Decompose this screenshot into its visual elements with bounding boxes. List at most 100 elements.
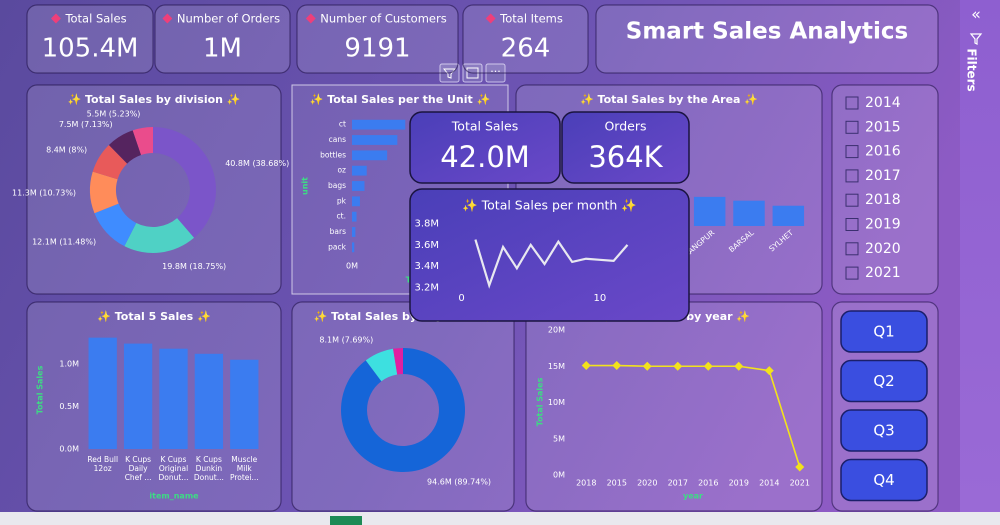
bar[interactable] <box>123 343 153 449</box>
year-checkbox[interactable] <box>845 169 859 183</box>
plot: 40.8M (38.68%) 19.8M (18.75%) 12.1M (11.48… <box>12 110 289 271</box>
y-tick-label: bars <box>330 227 346 236</box>
plot: Total Sales year 0M 5M 10M 15M 20M 2018 2015 2020… <box>536 326 810 501</box>
chart-title: ✨ Total 5 Sales ✨ <box>97 310 211 323</box>
bar[interactable] <box>733 200 765 226</box>
kpi-value: 9191 <box>344 34 410 64</box>
x-tick-label: K Cups Daily Chef ... <box>124 455 152 482</box>
year-checkbox[interactable] <box>845 193 859 207</box>
y-tick-label: ct. <box>337 212 346 221</box>
pie-slice[interactable] <box>94 203 137 247</box>
kpi-card <box>462 4 589 74</box>
year-option[interactable]: 2020 <box>865 241 901 257</box>
tooltip-card-label: Orders <box>604 119 646 134</box>
year-checkbox[interactable] <box>845 242 859 256</box>
bar[interactable] <box>352 165 367 176</box>
year-checkbox[interactable] <box>845 266 859 280</box>
bar[interactable] <box>159 348 188 449</box>
chart-panel <box>291 301 515 512</box>
year-option[interactable]: 2021 <box>865 265 901 281</box>
title-card <box>595 4 939 74</box>
bar[interactable] <box>194 353 224 449</box>
bar[interactable] <box>772 205 805 226</box>
bar[interactable] <box>693 196 726 226</box>
year-checkbox[interactable] <box>845 145 859 159</box>
pie-slice[interactable] <box>132 127 153 155</box>
chart-panel <box>26 84 282 295</box>
x-tick-label: 2017 <box>668 479 688 488</box>
filters-collapse[interactable]: « <box>971 5 981 24</box>
axis-title: unit <box>301 177 310 195</box>
year-checkbox[interactable] <box>845 96 859 110</box>
bar[interactable] <box>352 227 356 237</box>
quarter-label[interactable]: Q2 <box>873 372 894 390</box>
pie-slice[interactable] <box>365 348 398 382</box>
y-tick-label: pack <box>328 242 346 251</box>
bar[interactable] <box>88 337 117 449</box>
marker[interactable] <box>673 361 683 371</box>
data-label: 40.8M (38.68%) <box>225 159 289 168</box>
pie-slice[interactable] <box>393 348 403 375</box>
bar[interactable] <box>230 359 259 449</box>
quarter-button[interactable] <box>840 310 928 353</box>
pie-slice[interactable] <box>108 130 142 164</box>
year-option[interactable]: 2014 <box>865 95 901 111</box>
data-label: 12.1M (11.48%) <box>32 237 96 246</box>
kpi-value: 264 <box>501 34 551 64</box>
marker[interactable] <box>703 361 713 371</box>
quarter-label[interactable]: Q1 <box>873 323 894 341</box>
year-checkbox[interactable] <box>845 120 859 134</box>
data-label: 8.4M (8%) <box>46 146 87 155</box>
pie-slice[interactable] <box>153 127 216 238</box>
bar[interactable] <box>352 196 360 207</box>
kpi-icon <box>162 13 173 24</box>
year-option[interactable]: 2017 <box>865 168 901 184</box>
y-tick-label: 20M <box>548 326 565 335</box>
quarter-label[interactable]: Q4 <box>873 471 894 489</box>
quarter-button[interactable] <box>840 409 928 452</box>
pie-slice[interactable] <box>90 171 119 214</box>
y-tick-label: 0.5M <box>59 402 79 411</box>
marker[interactable] <box>612 361 622 371</box>
x-tick-label: 0M <box>346 262 358 271</box>
y-tick-label: 1.0M <box>59 360 79 369</box>
pie-slice[interactable] <box>340 348 465 472</box>
kpi-label: Number of Customers <box>320 12 446 26</box>
bar[interactable] <box>352 150 388 161</box>
y-tick-label: 3.8M <box>414 219 439 230</box>
marker[interactable] <box>734 361 744 371</box>
bar[interactable] <box>352 135 398 145</box>
year-option[interactable]: 2018 <box>865 192 901 208</box>
bar[interactable] <box>352 211 357 222</box>
marker[interactable] <box>795 462 805 472</box>
x-label-box: K Cups Dunkin Donut... <box>194 455 224 482</box>
bar[interactable] <box>352 242 355 253</box>
filters-label[interactable]: Filters <box>965 48 979 91</box>
filters-pane[interactable] <box>960 0 1000 512</box>
x-tick-label: 2018 <box>576 479 596 488</box>
quarter-button[interactable] <box>840 359 928 403</box>
marker[interactable] <box>764 366 774 376</box>
year-option[interactable]: 2015 <box>865 119 901 135</box>
line <box>586 364 801 468</box>
year-checkbox[interactable] <box>845 218 859 231</box>
page-tab[interactable] <box>330 516 362 525</box>
axis-title: Total Sales <box>536 377 545 426</box>
bar[interactable] <box>352 181 365 191</box>
quarter-label[interactable]: Q3 <box>873 422 894 440</box>
marker[interactable] <box>581 361 591 371</box>
pie-slice[interactable] <box>124 218 195 254</box>
x-tick-label: 2021 <box>790 479 810 488</box>
quarter-button[interactable] <box>840 458 928 502</box>
year-option[interactable]: 2019 <box>865 217 901 233</box>
pie-slice[interactable] <box>92 144 128 180</box>
kpi-value: 105.4M <box>42 34 139 64</box>
filter-icon <box>969 33 983 45</box>
bar[interactable] <box>352 119 406 130</box>
marker[interactable] <box>642 361 652 371</box>
filter-glyph <box>442 68 457 79</box>
x-tick-label: Red Bull 12oz <box>87 455 119 473</box>
y-tick-label: oz <box>337 166 346 175</box>
year-option[interactable]: 2016 <box>865 144 901 160</box>
y-tick-label: 0.0M <box>59 445 79 454</box>
